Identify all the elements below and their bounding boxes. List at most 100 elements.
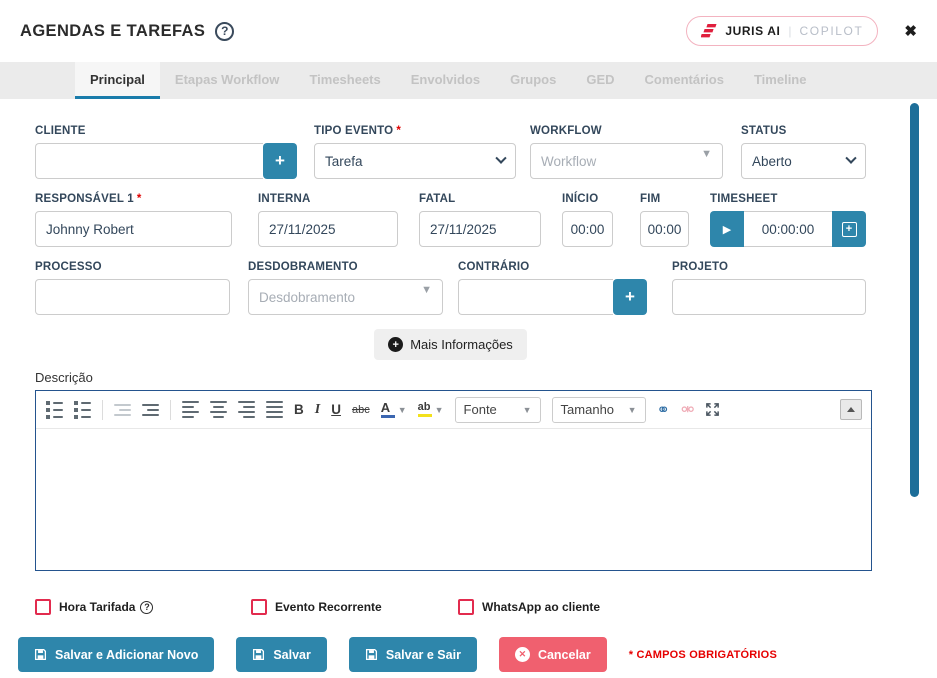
- processo-label: PROCESSO: [35, 261, 102, 273]
- inicio-time-input[interactable]: [562, 211, 613, 247]
- descricao-textarea[interactable]: [36, 429, 871, 569]
- cancelar-button[interactable]: ✕ Cancelar: [498, 637, 607, 672]
- tab-timeline[interactable]: Timeline: [753, 72, 807, 87]
- contrario-label: CONTRÁRIO: [458, 261, 530, 273]
- whatsapp-cliente-checkbox[interactable]: WhatsApp ao cliente: [458, 599, 600, 615]
- fim-label: FIM: [640, 193, 661, 205]
- tab-timesheets[interactable]: Timesheets: [309, 72, 381, 87]
- cliente-add-button[interactable]: +: [263, 143, 297, 179]
- underline-icon[interactable]: U: [331, 402, 341, 417]
- salvar-label: Salvar: [273, 647, 311, 662]
- checkbox-icon[interactable]: [35, 599, 51, 615]
- font-family-select[interactable]: Fonte ▼: [454, 396, 541, 423]
- salvar-button[interactable]: Salvar: [236, 637, 327, 672]
- workflow-label: WORKFLOW: [530, 125, 602, 137]
- salvar-adicionar-novo-button[interactable]: Salvar e Adicionar Novo: [18, 637, 215, 672]
- campos-obrigatorios-note: * CAMPOS OBRIGATÓRIOS: [628, 648, 777, 661]
- salvar-sair-button[interactable]: Salvar e Sair: [348, 637, 477, 672]
- desdobramento-select[interactable]: Desdobramento ▼: [248, 279, 443, 315]
- timesheet-label: TIMESHEET: [710, 193, 778, 205]
- save-icon: [365, 648, 377, 661]
- tipo-evento-select[interactable]: Tarefa: [314, 143, 516, 179]
- tab-principal[interactable]: Principal: [75, 62, 160, 99]
- fatal-date-input[interactable]: [419, 211, 541, 247]
- fullscreen-icon[interactable]: [705, 402, 720, 417]
- evento-recorrente-checkbox[interactable]: Evento Recorrente: [251, 599, 458, 615]
- hora-tarifada-checkbox[interactable]: Hora Tarifada ?: [35, 599, 251, 615]
- tab-grupos[interactable]: Grupos: [510, 72, 557, 87]
- chevron-down-icon: [845, 152, 857, 164]
- contrario-input[interactable]: [458, 279, 613, 315]
- dropdown-caret-icon: ▼: [701, 148, 712, 160]
- contrario-add-button[interactable]: +: [613, 279, 647, 315]
- inicio-label: INÍCIO: [562, 193, 599, 205]
- outdent-icon[interactable]: [114, 403, 131, 416]
- vertical-scrollbar[interactable]: [910, 103, 919, 497]
- chevron-down-icon: [495, 152, 507, 164]
- font-size-select[interactable]: Tamanho ▼: [551, 396, 646, 423]
- status-select[interactable]: Aberto: [741, 143, 866, 179]
- font-size-value: Tamanho: [560, 402, 615, 417]
- responsavel1-input[interactable]: [35, 211, 232, 247]
- italic-icon[interactable]: I: [314, 401, 321, 417]
- bold-icon[interactable]: B: [294, 402, 304, 417]
- responsavel1-label: RESPONSÁVEL 1 *: [35, 193, 142, 205]
- indent-icon[interactable]: [142, 403, 159, 416]
- processo-input[interactable]: [35, 279, 230, 315]
- checkbox-icon[interactable]: [251, 599, 267, 615]
- strikethrough-icon[interactable]: abc: [351, 403, 370, 416]
- action-bar: Salvar e Adicionar Novo Salvar Salvar e …: [0, 637, 937, 672]
- projeto-input[interactable]: [672, 279, 866, 315]
- help-icon[interactable]: ?: [215, 21, 235, 41]
- cancelar-label: Cancelar: [537, 647, 591, 662]
- salvar-sair-label: Salvar e Sair: [385, 647, 461, 662]
- align-left-icon[interactable]: [182, 401, 199, 418]
- help-icon[interactable]: ?: [140, 600, 154, 614]
- tab-envolvidos[interactable]: Envolvidos: [410, 72, 481, 87]
- juris-ai-logo-icon: [701, 24, 717, 38]
- toolbar-collapse-button[interactable]: [840, 399, 862, 420]
- tab-comentarios[interactable]: Comentários: [644, 72, 724, 87]
- fatal-label: FATAL: [419, 193, 456, 205]
- triangle-up-icon: [847, 407, 855, 412]
- insert-link-icon[interactable]: ⚭: [656, 401, 670, 419]
- dropdown-caret-icon: ▼: [421, 284, 432, 296]
- fim-time-input[interactable]: [640, 211, 689, 247]
- text-color-icon[interactable]: A ▼: [380, 401, 407, 418]
- required-asterisk: *: [136, 193, 142, 205]
- align-right-icon[interactable]: [238, 401, 255, 418]
- save-icon: [34, 648, 47, 661]
- tab-ged[interactable]: GED: [586, 72, 615, 87]
- cliente-input[interactable]: [35, 143, 263, 179]
- ordered-list-icon[interactable]: [46, 400, 63, 419]
- options-row: Hora Tarifada ? Evento Recorrente WhatsA…: [35, 599, 866, 615]
- unordered-list-icon[interactable]: [74, 400, 91, 419]
- descricao-label: Descrição: [35, 370, 93, 385]
- tipo-evento-value: Tarefa: [325, 153, 363, 169]
- align-center-icon[interactable]: [210, 401, 227, 418]
- tipo-evento-label: TIPO EVENTO *: [314, 125, 401, 137]
- highlight-color-icon[interactable]: ab ▼: [417, 402, 444, 417]
- close-icon[interactable]: ✖: [904, 23, 917, 40]
- remove-link-icon[interactable]: ⚮: [680, 401, 695, 419]
- desdobramento-label: DESDOBRAMENTO: [248, 261, 358, 273]
- interna-date-input[interactable]: [258, 211, 398, 247]
- descricao-editor: B I U abc A ▼ ab ▼ Fonte ▼ Tamanho: [35, 390, 872, 571]
- mais-informacoes-button[interactable]: + Mais Informações: [374, 329, 527, 360]
- timesheet-add-button[interactable]: +: [832, 211, 866, 247]
- status-label: STATUS: [741, 125, 787, 137]
- page-title: AGENDAS E TAREFAS: [20, 21, 206, 40]
- juris-ai-copilot-badge[interactable]: JURIS AI | COPILOT: [686, 16, 879, 46]
- interna-label: INTERNA: [258, 193, 311, 205]
- font-family-value: Fonte: [463, 402, 497, 417]
- hora-tarifada-label: Hora Tarifada: [59, 600, 136, 614]
- editor-toolbar: B I U abc A ▼ ab ▼ Fonte ▼ Tamanho: [36, 391, 871, 429]
- timesheet-play-button[interactable]: ▶: [710, 211, 744, 247]
- tab-etapas-workflow[interactable]: Etapas Workflow: [174, 72, 280, 87]
- mais-informacoes-label: Mais Informações: [410, 337, 513, 352]
- required-asterisk: *: [396, 125, 401, 137]
- align-justify-icon[interactable]: [266, 401, 283, 418]
- checkbox-icon[interactable]: [458, 599, 474, 615]
- workflow-select[interactable]: Workflow ▼: [530, 143, 723, 179]
